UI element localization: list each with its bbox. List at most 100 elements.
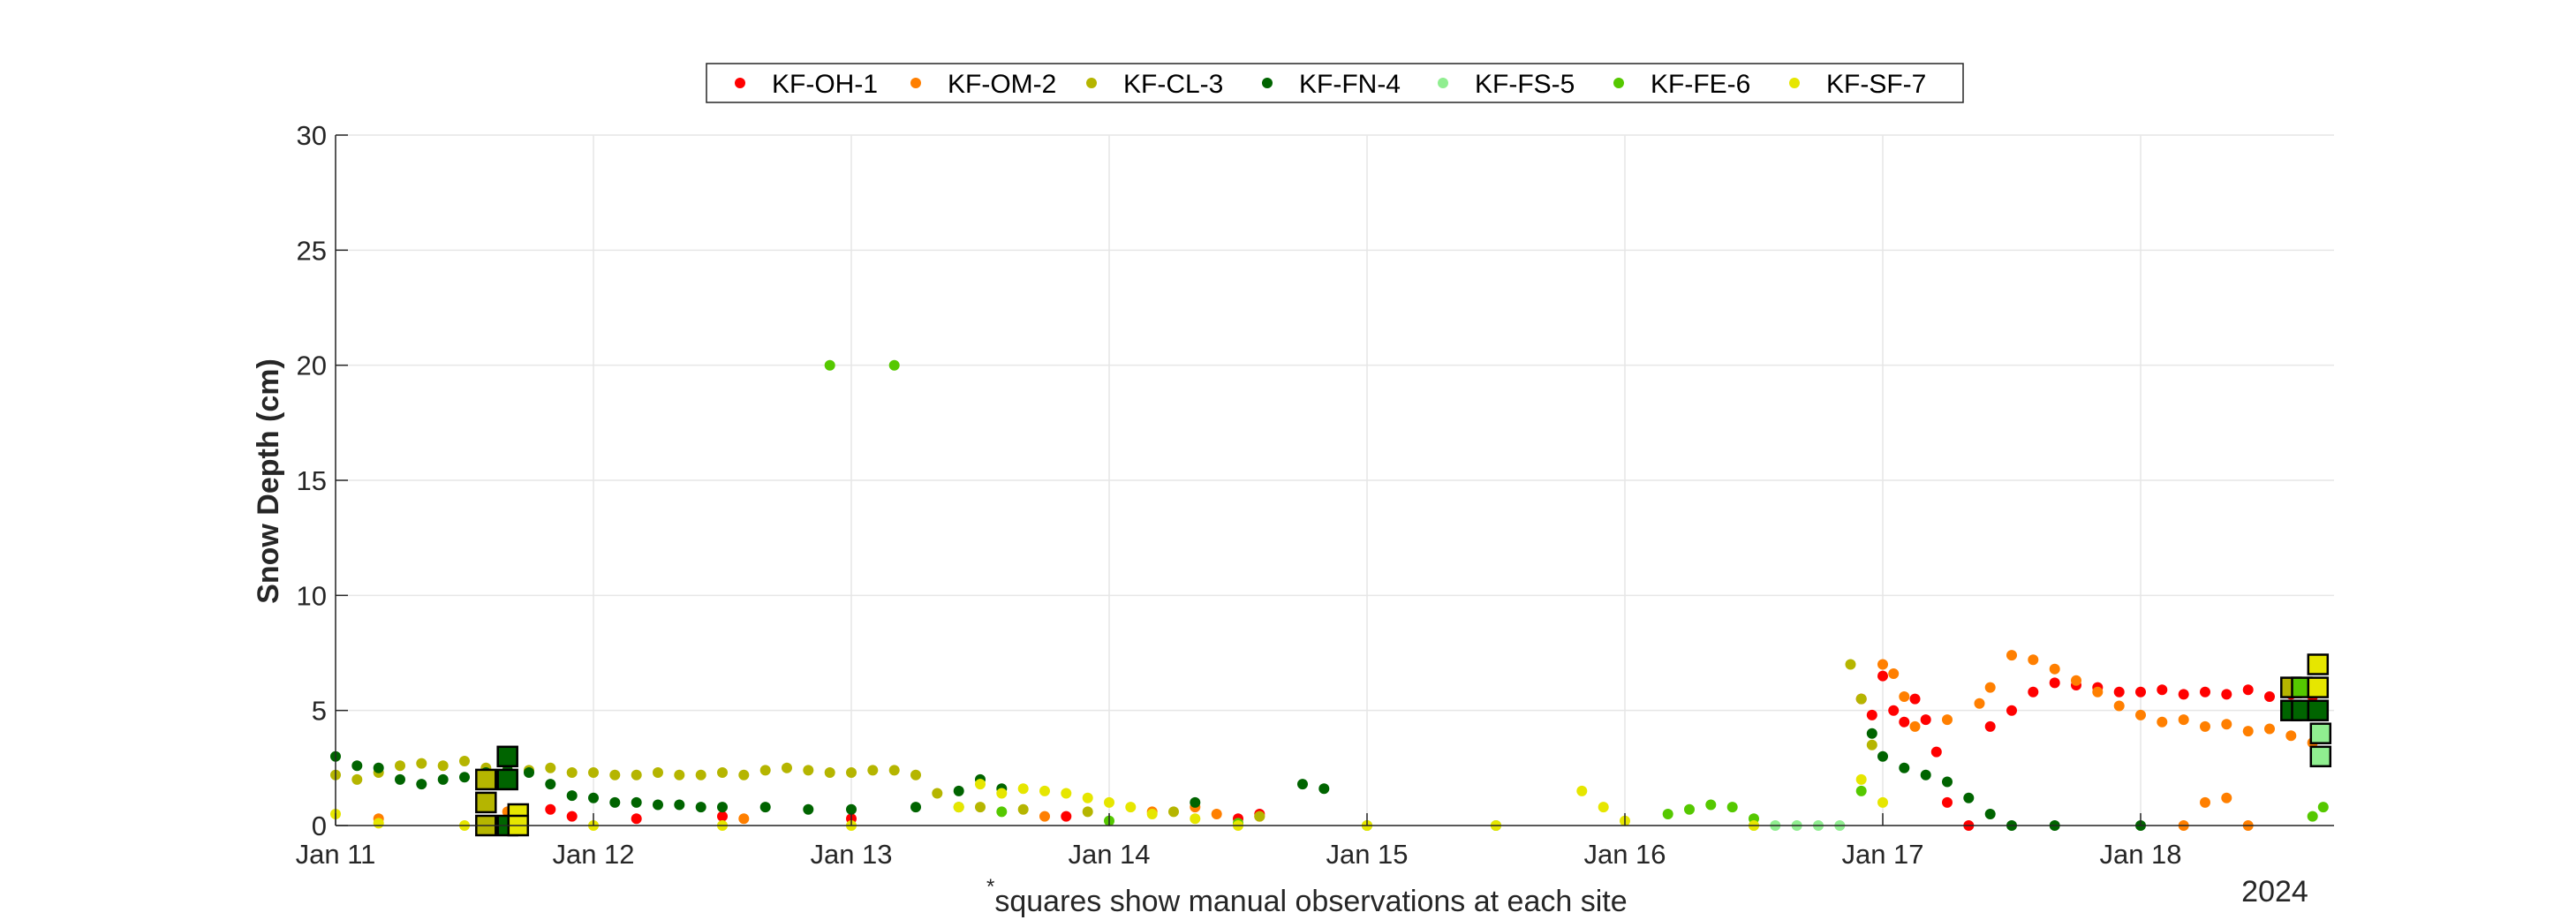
y-tick-label: 0 — [312, 811, 327, 841]
y-tick-labels: 0 5 10 15 20 25 30 — [297, 120, 327, 841]
data-point — [1920, 714, 1931, 726]
data-point — [631, 796, 642, 808]
data-point — [566, 767, 578, 778]
y-tick-label: 25 — [297, 235, 327, 266]
data-point — [1039, 785, 1050, 796]
data-point — [1888, 668, 1900, 679]
legend-marker — [1262, 78, 1273, 88]
data-point — [2200, 796, 2210, 808]
x-tick-label: Jan 18 — [2099, 839, 2181, 870]
y-tick-label: 5 — [312, 696, 327, 727]
data-point — [395, 760, 405, 772]
data-point — [653, 799, 663, 811]
data-point — [1318, 783, 1330, 795]
data-point — [1104, 796, 1114, 808]
y-tick-label: 10 — [297, 580, 327, 611]
legend-marker — [1086, 78, 1097, 88]
legend-label: KF-CL-3 — [1123, 70, 1223, 99]
data-point — [1942, 796, 1953, 808]
legend-marker — [1789, 78, 1800, 88]
data-point — [1984, 682, 1996, 693]
data-point — [996, 788, 1008, 799]
data-point — [653, 767, 663, 778]
data-point — [996, 806, 1008, 818]
data-point — [1684, 803, 1695, 815]
data-point — [2221, 689, 2232, 700]
data-point — [2092, 686, 2104, 698]
data-point — [1855, 693, 1867, 705]
data-point — [2242, 726, 2254, 737]
x-tick-label: Jan 16 — [1583, 839, 1666, 870]
data-point — [1254, 811, 1265, 822]
data-point — [1598, 802, 1609, 813]
data-point — [1930, 746, 1942, 758]
x-tick-labels: Jan 11 Jan 12 Jan 13 Jan 14 Jan 15 Jan 16 Jan … — [296, 839, 2182, 870]
data-point — [910, 802, 921, 813]
data-point — [609, 796, 621, 808]
data-point — [738, 813, 750, 825]
data-point — [1061, 811, 1072, 822]
manual-observation-square — [2307, 653, 2330, 675]
data-point — [910, 769, 921, 780]
manual-observation-square — [2309, 722, 2332, 744]
manual-observation-square — [475, 791, 497, 814]
series-kf-sf-7 — [330, 773, 1888, 831]
data-point — [1866, 728, 1877, 739]
legend-label: KF-FS-5 — [1475, 70, 1575, 99]
x-tick-label: Jan 13 — [810, 839, 892, 870]
data-point — [824, 359, 835, 371]
x-tick-label: Jan 15 — [1326, 839, 1408, 870]
legend-label: KF-OH-1 — [772, 70, 878, 99]
data-point — [1190, 796, 1201, 808]
year-label: 2024 — [2241, 875, 2308, 909]
data-point — [1297, 779, 1308, 790]
data-point — [1845, 659, 1856, 670]
data-point — [803, 765, 814, 776]
legend-marker — [1438, 78, 1448, 88]
data-point — [1061, 788, 1072, 799]
data-point — [1942, 714, 1953, 726]
legend-label: KF-SF-7 — [1826, 70, 1926, 99]
data-point — [1168, 806, 1179, 818]
data-point — [1899, 691, 1910, 702]
data-point — [953, 802, 964, 813]
data-point — [373, 818, 384, 829]
data-point — [1909, 720, 1921, 732]
data-point — [803, 803, 814, 815]
data-point — [2200, 720, 2210, 732]
footnote-asterisk: * — [986, 875, 994, 899]
data-point — [2200, 686, 2210, 698]
data-point — [1877, 670, 1888, 682]
data-point — [545, 803, 556, 815]
legend-label: KF-FE-6 — [1651, 70, 1750, 99]
data-point — [1017, 783, 1029, 795]
data-point — [2178, 714, 2189, 726]
legend-label: KF-FN-4 — [1299, 70, 1401, 99]
x-tick-label: Jan 14 — [1068, 839, 1150, 870]
data-point — [2157, 684, 2168, 696]
data-point — [888, 765, 900, 776]
data-point — [2135, 709, 2146, 720]
data-point — [2264, 691, 2275, 702]
data-point — [759, 802, 771, 813]
data-point — [717, 811, 728, 822]
data-point — [524, 767, 534, 778]
data-point — [717, 802, 728, 813]
manual-observation-square — [496, 745, 518, 768]
data-point — [2049, 677, 2060, 689]
legend-label: KF-OM-2 — [948, 70, 1056, 99]
data-point — [2028, 654, 2039, 666]
data-point — [1146, 809, 1158, 819]
data-point — [2317, 802, 2329, 813]
data-point — [416, 779, 427, 790]
data-point — [2049, 663, 2060, 675]
x-tick-label: Jan 17 — [1841, 839, 1923, 870]
data-point — [2071, 675, 2081, 686]
data-point — [2157, 716, 2168, 728]
x-tick-label: Jan 11 — [296, 839, 376, 870]
data-point — [2221, 719, 2232, 730]
data-point — [566, 790, 578, 802]
data-point — [631, 769, 642, 780]
